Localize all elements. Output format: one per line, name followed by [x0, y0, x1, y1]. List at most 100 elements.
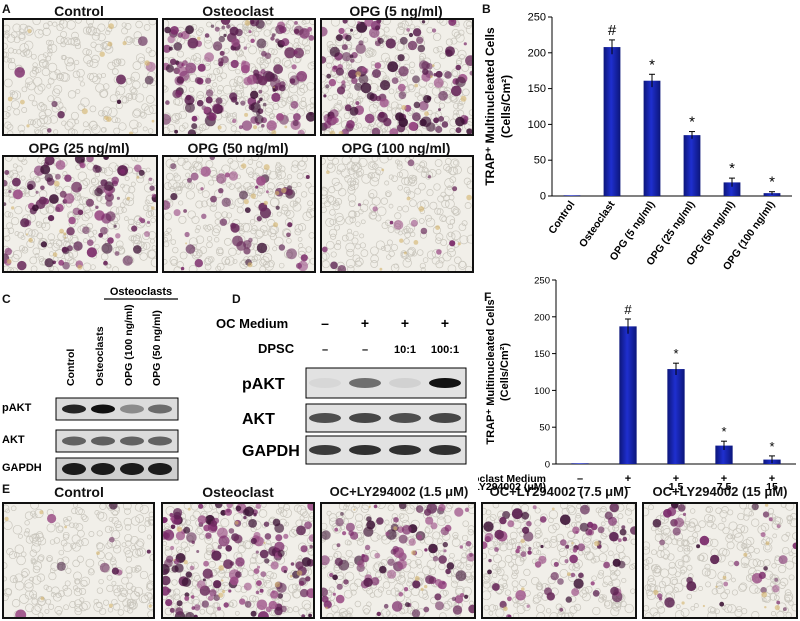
blot-c-band: [91, 404, 115, 414]
chart-f-ytick-label: 150: [534, 349, 550, 360]
chart-b-bar: [603, 47, 621, 197]
chart-f-ytick-label: 100: [534, 386, 550, 397]
chart-b-sig-marker: *: [689, 114, 695, 131]
chart-b-ytick-label: 0: [540, 191, 546, 203]
chart-f-sig-marker: *: [769, 439, 774, 454]
chart-b-bar: [643, 80, 661, 196]
chart-f-row1-value: +: [769, 473, 775, 482]
micrograph-a-opg25: [2, 155, 158, 273]
micro-title-e1: Control: [54, 484, 104, 500]
blot-d-row1-label: OC Medium: [216, 316, 288, 331]
blot-c: Osteoclasts Control Osteoclasts OPG (100 ng…: [2, 286, 179, 481]
micrograph-a-opg50: [162, 155, 316, 273]
blot-d-row2-value: 10:1: [394, 344, 416, 356]
blot-d-band: [389, 378, 421, 388]
micrograph-e-control: [2, 502, 155, 619]
micrograph-a-opg100: [320, 155, 474, 273]
blot-d: OC Medium – + + + DPSC – – 10:1 100:1 pAKT AKT GAPDH: [216, 315, 467, 465]
blot-d-row2-label: DPSC: [258, 341, 295, 356]
blot-c-row-label: pAKT: [2, 402, 32, 414]
micrograph-e-ly15: [320, 502, 476, 619]
chart-f-sig-marker: #: [624, 302, 632, 317]
panel-label-f: F: [484, 290, 492, 304]
chart-b-ytick-label: 50: [534, 155, 546, 167]
blot-c-membrane: [55, 429, 179, 453]
blot-d-row-label: GAPDH: [242, 443, 300, 460]
blot-d-row2-value: –: [362, 344, 368, 356]
blot-c-lane-label: OPG (100 ng/ml): [123, 304, 135, 386]
chart-f-row1-label: Osteoclast Medium: [478, 473, 546, 482]
chart-b-bar: [723, 182, 741, 196]
blot-c-lane-label: OPG (50 ng/ml): [151, 310, 163, 386]
chart-f: 0 50 100 150 200 250 TRAP⁺ Multinucleated Cell…: [478, 276, 796, 482]
blot-c-membrane: [55, 457, 179, 481]
blot-d-band: [389, 413, 421, 423]
micrograph-a-control: [2, 18, 158, 136]
blot-d-row-label: pAKT: [242, 376, 285, 393]
chart-f-bar: [715, 445, 733, 464]
chart-f-ytick-label: 250: [534, 276, 550, 287]
chart-f-ylabel-line1: TRAP⁺ Multinucleated Cells: [485, 299, 497, 444]
micro-title-a3: OPG (5 ng/ml): [349, 3, 443, 19]
chart-f-bar: [667, 369, 685, 464]
chart-f-row2-value: 15: [766, 481, 778, 493]
blot-d-row2-value: –: [322, 344, 328, 356]
blot-c-group-label: Osteoclasts: [110, 286, 172, 298]
blot-c-lane-label: Osteoclasts: [94, 326, 106, 386]
chart-f-row2: LY294002 (μM) – – 1.5 7.5 15: [478, 481, 778, 493]
chart-f-row2-value: –: [577, 481, 583, 493]
micro-title-a4: OPG (25 ng/ml): [28, 140, 130, 156]
micro-title-e2: Osteoclast: [202, 484, 274, 500]
blot-c-band: [120, 463, 144, 475]
blot-c-band: [148, 404, 172, 414]
blot-d-row1-value: +: [441, 315, 449, 331]
blot-d-row-label: AKT: [242, 411, 275, 428]
panel-label-a: A: [2, 2, 11, 16]
chart-f-sig-marker: *: [721, 424, 726, 439]
chart-b-category-label: Control: [546, 199, 577, 237]
panel-label-d: D: [232, 292, 241, 306]
chart-f-row2-value: 1.5: [669, 481, 684, 493]
panel-label-b: B: [482, 2, 491, 16]
blot-d-band: [309, 413, 341, 423]
chart-f-row1-value: +: [673, 473, 679, 482]
chart-b-sig-marker: *: [769, 174, 775, 191]
blot-c-membrane: [55, 397, 179, 421]
chart-f-sig-marker: *: [673, 346, 678, 361]
chart-b-sig-marker: *: [729, 160, 735, 177]
micro-title-a2: Osteoclast: [202, 3, 274, 19]
panel-label-c: C: [2, 292, 11, 306]
chart-b-sig-marker: #: [608, 22, 617, 39]
chart-b-bar: [683, 135, 701, 196]
blot-c-band: [62, 463, 86, 475]
micro-title-a6: OPG (100 ng/ml): [341, 140, 451, 156]
chart-f-bar: [619, 326, 637, 464]
blot-d-band: [349, 378, 381, 388]
chart-f-row2-value: 7.5: [717, 481, 732, 493]
blot-c-band: [148, 436, 172, 446]
blot-c-band: [120, 436, 144, 446]
blot-d-row2-value: 100:1: [431, 344, 459, 356]
blot-c-lane-label: Control: [65, 349, 77, 386]
chart-b-ytick-label: 100: [528, 119, 546, 131]
blot-c-band: [62, 404, 86, 414]
chart-b-ytick-label: 150: [528, 83, 546, 95]
blot-d-band: [429, 378, 461, 388]
blot-c-band: [120, 404, 144, 414]
chart-f-ylabel-line2: (Cells/Cm²): [499, 343, 511, 401]
blot-c-band: [91, 436, 115, 446]
chart-b-category-label: Osteoclast: [577, 198, 618, 249]
chart-f-ytick-label: 200: [534, 312, 550, 323]
blot-d-row1-value: +: [401, 315, 409, 331]
blot-d-band: [389, 445, 421, 455]
micrograph-e-ly15um: [642, 502, 798, 619]
chart-b-ytick-label: 250: [528, 12, 546, 24]
blot-d-row1-value: +: [361, 315, 369, 331]
micrograph-a-opg5: [320, 18, 474, 136]
chart-f-ytick-label: 50: [539, 423, 550, 434]
chart-b-ylabel-line2: (Cells/Cm²): [499, 75, 513, 138]
chart-b-sig-marker: *: [649, 56, 655, 73]
chart-f-row1-value: +: [721, 473, 727, 482]
blot-c-row-label: GAPDH: [2, 462, 42, 474]
blot-c-band: [91, 463, 115, 475]
